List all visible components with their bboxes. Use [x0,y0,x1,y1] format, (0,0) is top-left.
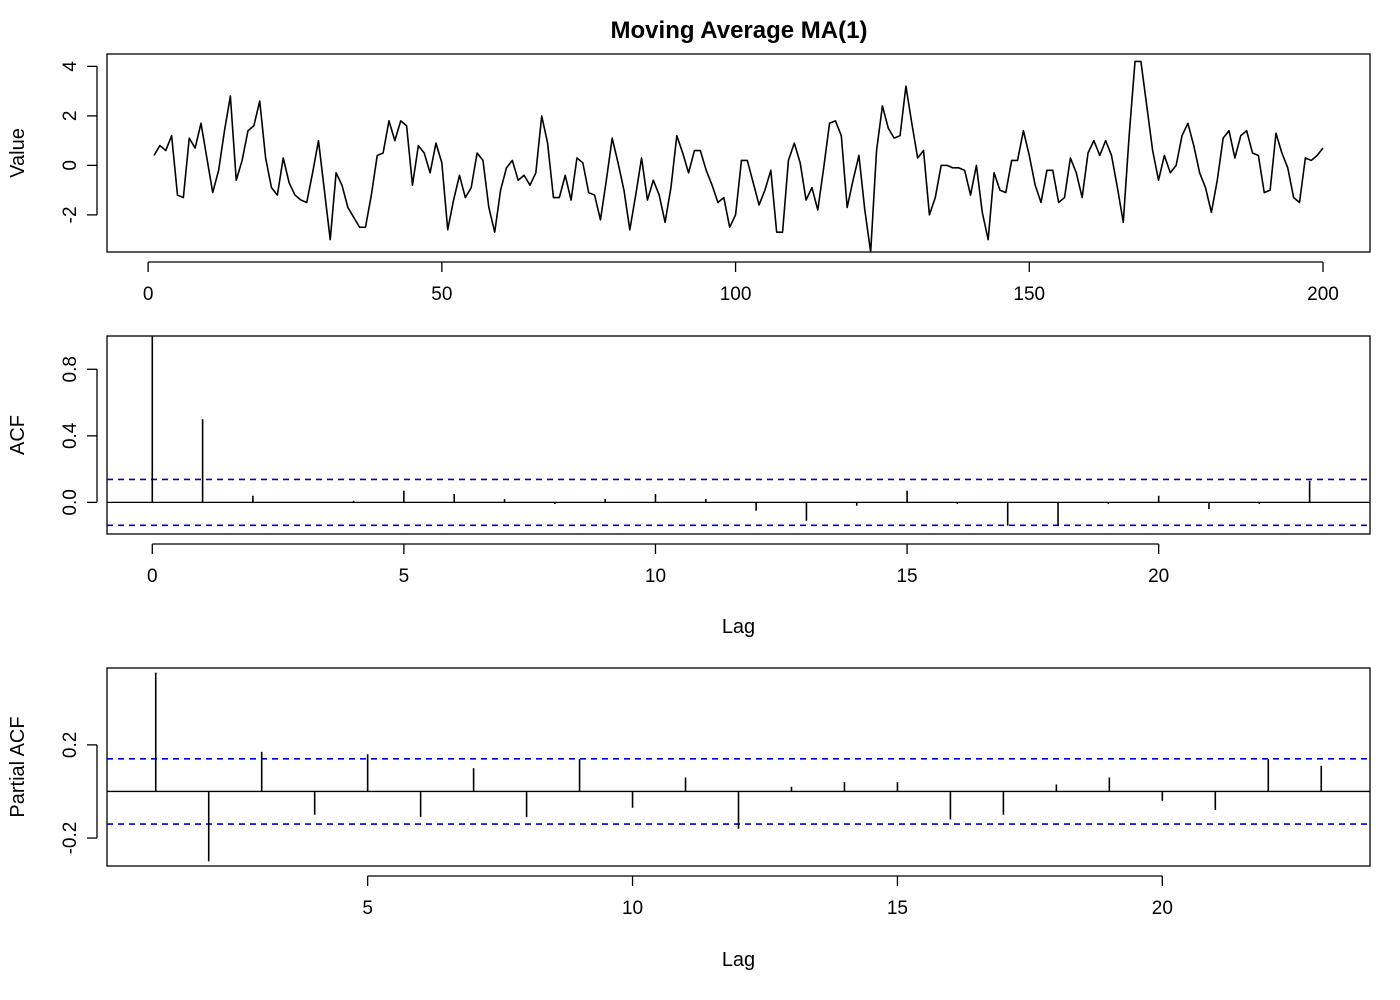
x-axis-label: Lag [722,616,755,638]
x-axis-label: Lag [722,949,755,971]
x-tick-label: 15 [887,898,908,919]
y-axis-label: Value [7,128,29,178]
x-tick-label: 10 [622,898,643,919]
plot-frame [106,335,1371,535]
x-tick-label: 15 [896,566,917,587]
x-tick-label: 200 [1307,284,1339,305]
y-axis-label: ACF [7,415,29,455]
x-tick-label: 5 [399,566,410,587]
chart-title: Moving Average MA(1) [611,17,868,44]
plot-frame [106,667,1371,867]
y-tick-label: 0 [60,160,81,171]
x-tick-label: 10 [645,566,666,587]
time-series-panel: 0 50 100 150 200 -2 0 2 4 Value [7,53,1371,305]
y-axis-label: Partial ACF [7,716,29,817]
y-tick-label: 2 [60,111,81,122]
y-tick-label: -2 [60,206,81,223]
x-tick-label: 50 [431,284,452,305]
acf-panel: 0 5 10 15 20 0.0 0.4 0.8 ACF Lag [7,335,1371,638]
x-tick-label: 20 [1148,566,1169,587]
x-tick-label: 0 [147,566,158,587]
x-tick-label: 20 [1152,898,1173,919]
series-line [153,60,1324,253]
pacf-panel: 5 10 15 20 -0.2 0.2 Partial ACF Lag [7,667,1371,971]
x-tick-label: 5 [362,898,373,919]
plot-frame [106,53,1371,253]
x-tick-label: 0 [143,284,154,305]
y-tick-label: 0.0 [60,489,81,515]
x-tick-label: 100 [720,284,752,305]
y-tick-label: 0.4 [60,422,81,449]
y-tick-label: 0.8 [60,356,81,382]
x-tick-label: 150 [1013,284,1045,305]
y-tick-label: -0.2 [60,822,81,855]
y-tick-label: 4 [60,61,81,72]
y-tick-label: 0.2 [60,732,81,758]
